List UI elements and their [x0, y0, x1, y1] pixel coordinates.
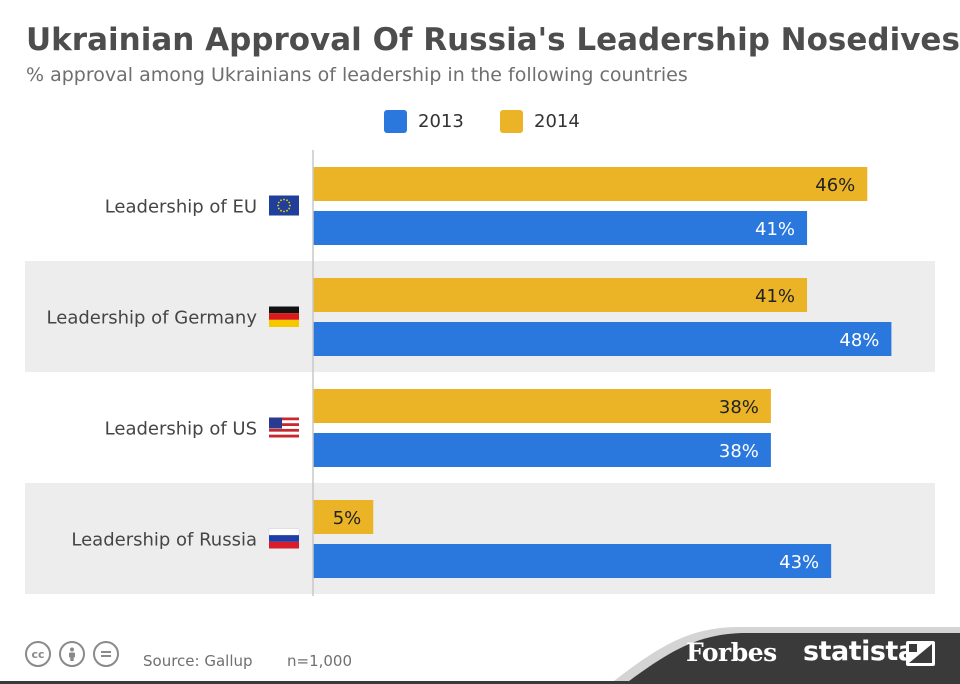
legend-swatch-2013	[384, 110, 407, 133]
category-label: Leadership of EU	[105, 197, 257, 218]
bar-2013	[313, 433, 771, 467]
data-label-2013: 43%	[779, 552, 819, 573]
source-note: Source: Gallup	[143, 652, 253, 670]
data-label-2013: 41%	[755, 219, 795, 240]
bar-2013	[313, 544, 832, 578]
license-icons: cc	[25, 641, 119, 667]
footer-band	[0, 627, 960, 684]
category-label: Leadership of US	[105, 419, 257, 440]
bar-2014	[313, 278, 808, 312]
bar-2014	[313, 500, 374, 534]
data-label-2013: 48%	[839, 330, 879, 351]
legend-label-2014: 2014	[534, 111, 580, 132]
bar-2014	[313, 389, 771, 423]
statista-logo[interactable]: statista	[803, 636, 916, 667]
legend-label-2013: 2013	[418, 111, 464, 132]
forbes-logo[interactable]: Forbes	[686, 638, 777, 667]
data-label-2014: 38%	[719, 397, 759, 418]
eu-flag-icon	[269, 195, 299, 216]
sample-size-note: n=1,000	[287, 652, 353, 670]
category-label: Leadership of Russia	[71, 530, 257, 551]
bar-2013	[313, 211, 808, 245]
category-label: Leadership of Germany	[47, 308, 258, 329]
nd-icon	[93, 641, 119, 667]
us-flag-icon	[269, 417, 299, 438]
chart-subtitle: % approval among Ukrainians of leadershi…	[26, 64, 688, 86]
data-label-2013: 38%	[719, 441, 759, 462]
legend-swatch-2014	[500, 110, 523, 133]
by-icon	[59, 641, 85, 667]
data-label-2014: 46%	[815, 175, 855, 196]
legend-item-2014: 2014	[500, 110, 580, 133]
bar-chart: Leadership of EU 46% 41% Leadership of Germ…	[25, 150, 935, 596]
data-label-2014: 41%	[755, 286, 795, 307]
germany-flag-icon	[269, 306, 299, 327]
bar-2014	[313, 167, 868, 201]
legend-item-2013: 2013	[384, 110, 464, 133]
cc-icon: cc	[25, 641, 51, 667]
russia-flag-icon	[268, 528, 300, 549]
data-label-2014: 5%	[333, 508, 362, 529]
chart-title: Ukrainian Approval Of Russia's Leadershi…	[26, 22, 960, 58]
bar-2013	[313, 322, 892, 356]
statista-mark-icon	[906, 641, 935, 666]
